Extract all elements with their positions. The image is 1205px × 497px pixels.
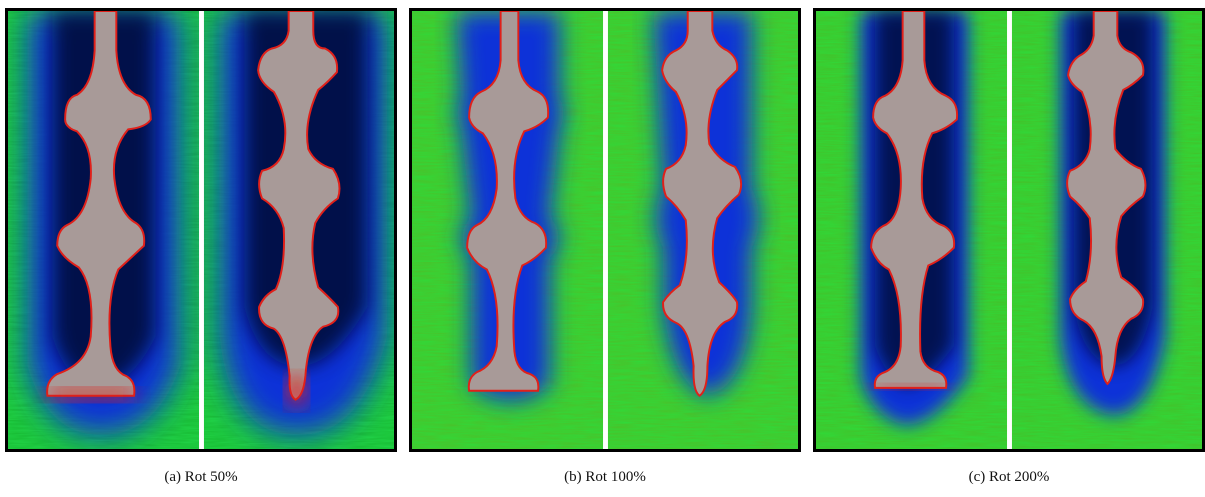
panel-b-image [412,11,798,449]
panel-c-image [816,11,1202,449]
panel-a [5,8,397,452]
panel-b [409,8,801,452]
panel-c [813,8,1205,452]
caption-b: (b) Rot 100% [564,469,646,485]
caption-a: (a) Rot 50% [164,469,238,485]
panel-a-image [8,11,394,449]
caption-c: (c) Rot 200% [968,469,1050,485]
